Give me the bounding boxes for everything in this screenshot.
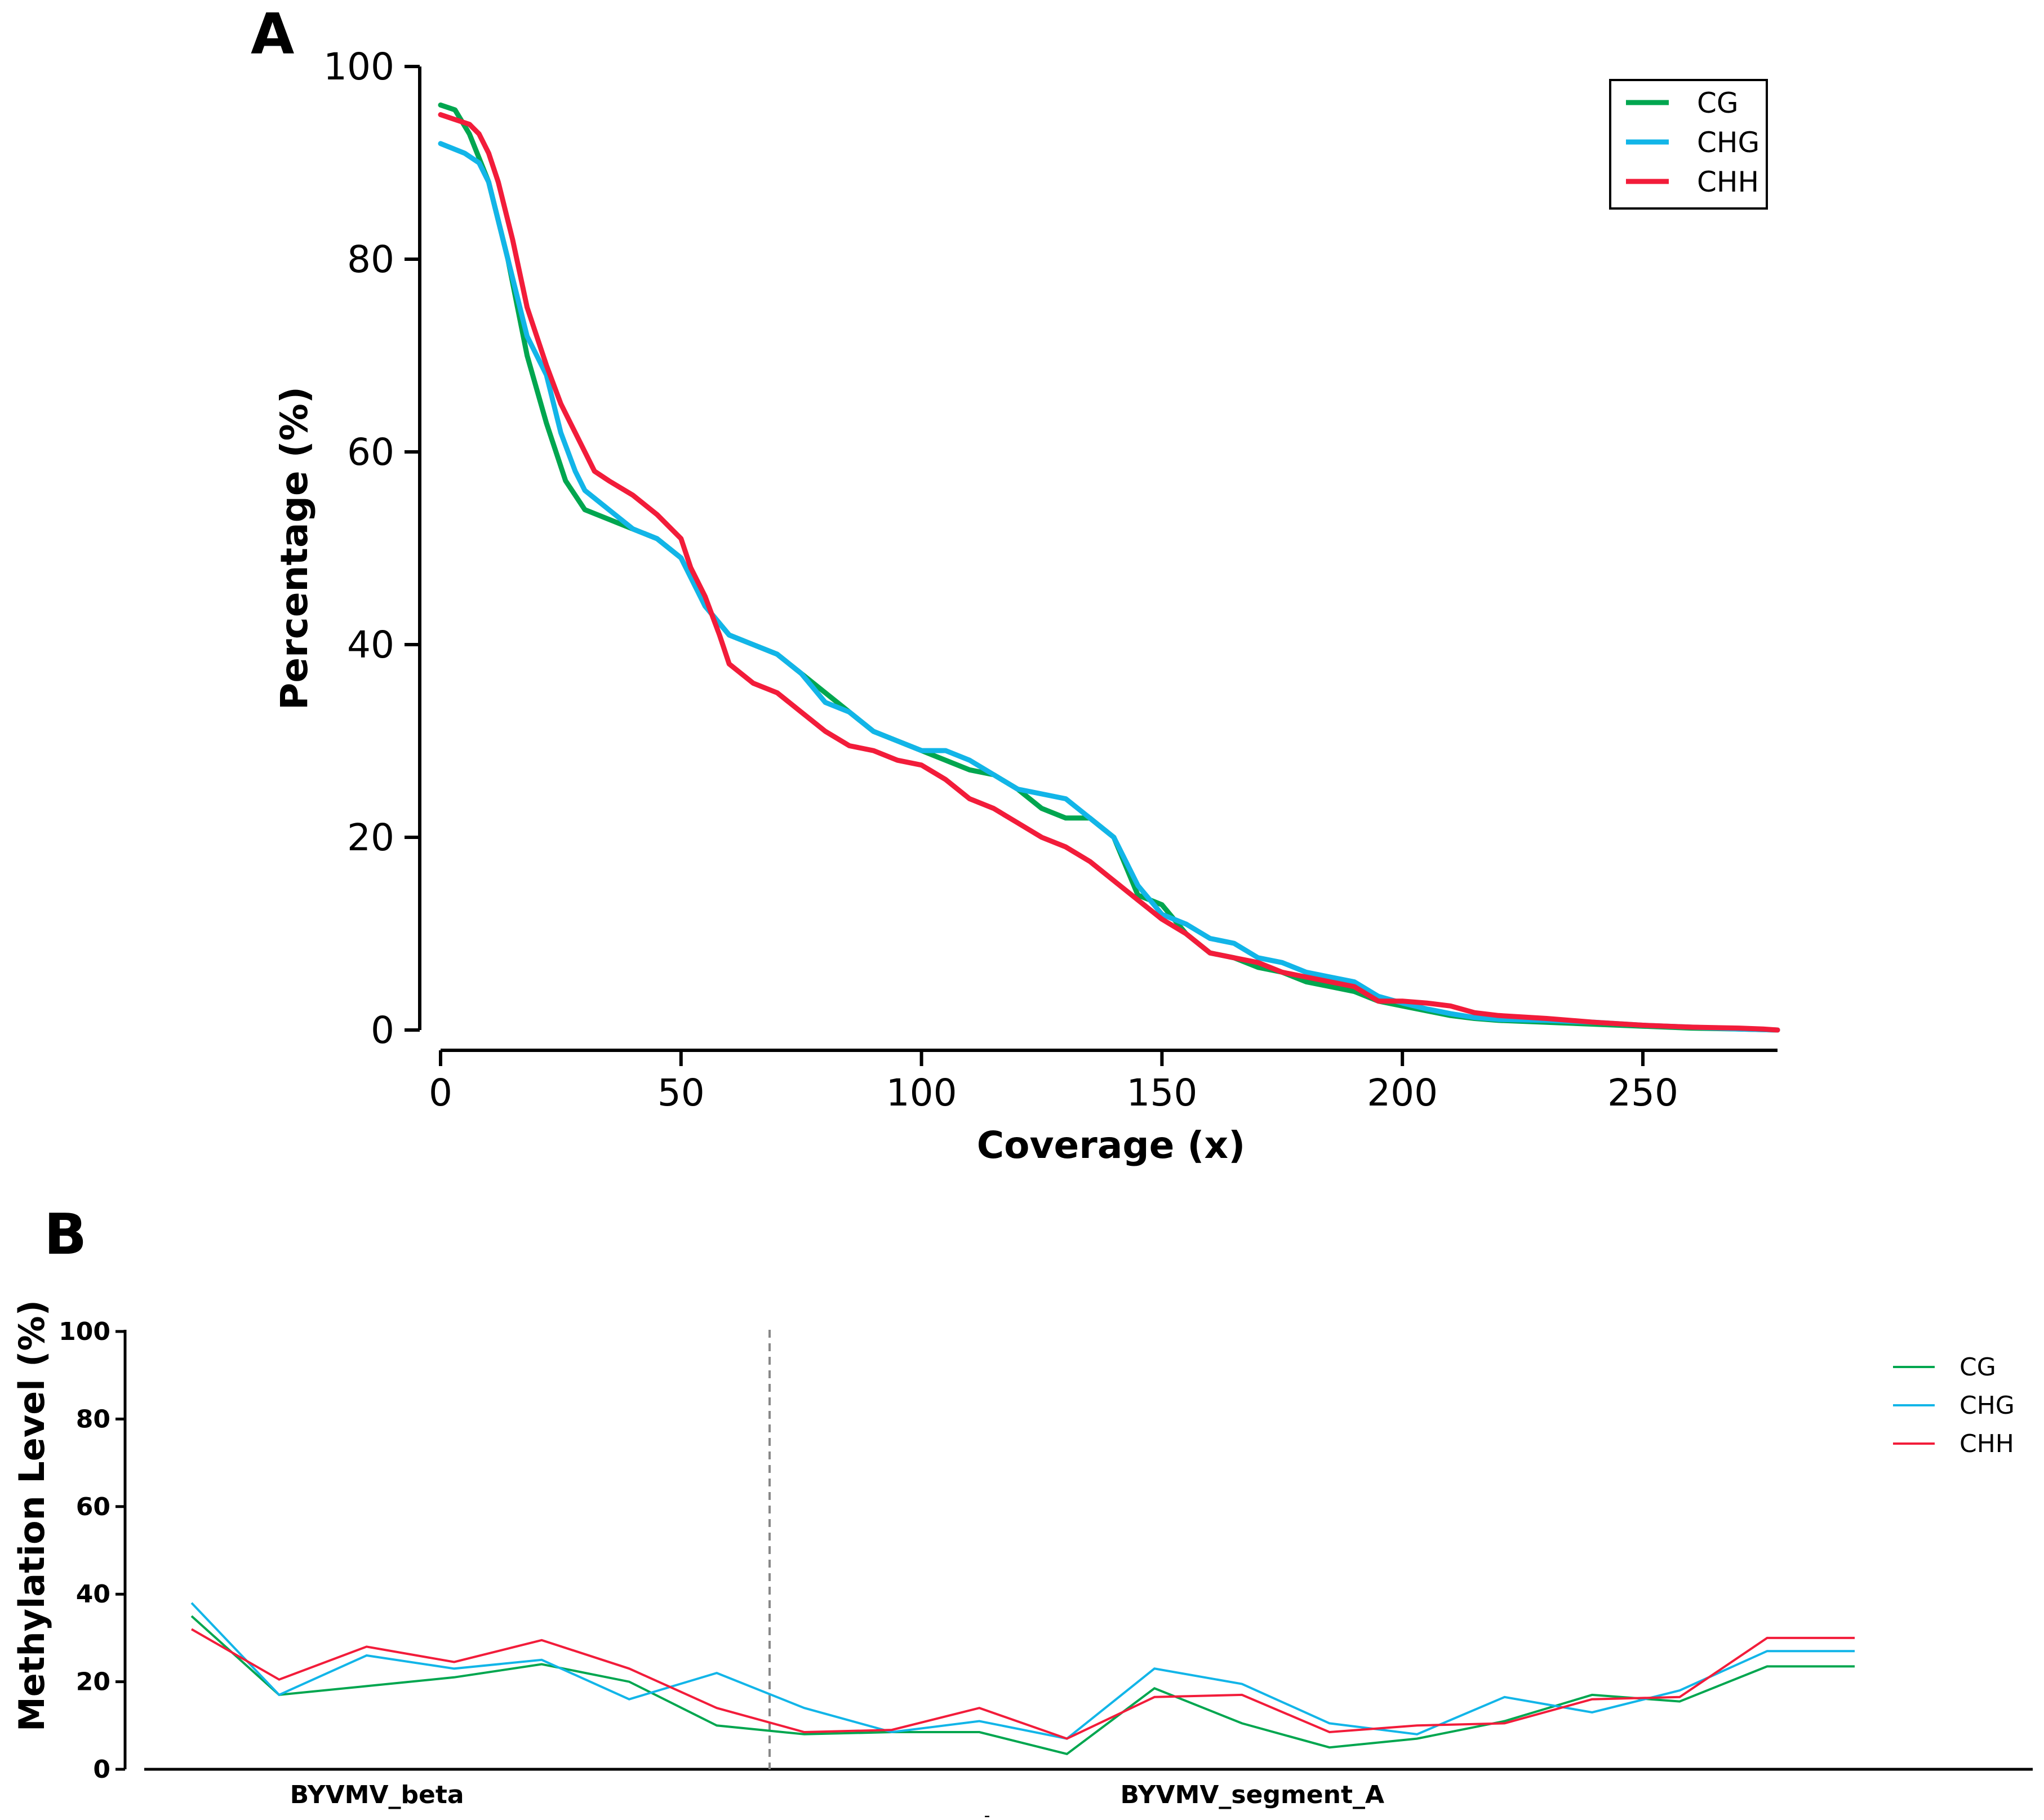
x-tick-label-a-100: 100 bbox=[886, 1071, 957, 1115]
y-tick-label-b-0: 0 bbox=[93, 1755, 110, 1784]
x-axis-label-b: - bbox=[984, 1806, 990, 1820]
y-tick-label-b-60: 60 bbox=[76, 1493, 110, 1521]
series-line-a-chg bbox=[438, 141, 1780, 1033]
legend-label-cg-b: CG bbox=[1959, 1353, 1996, 1382]
legend-label-chh-b: CHH bbox=[1959, 1430, 2014, 1458]
y-tick-label-b-100: 100 bbox=[59, 1317, 110, 1346]
y-tick-label-a-20: 20 bbox=[347, 816, 394, 859]
legend-label-chg: CHG bbox=[1697, 126, 1759, 159]
y-tick-label-b-80: 80 bbox=[76, 1405, 110, 1433]
y-tick-label-a-40: 40 bbox=[347, 623, 394, 667]
y-tick-label-b-20: 20 bbox=[76, 1668, 110, 1697]
y-tick-label-a-80: 80 bbox=[347, 238, 394, 281]
series-line-a-chh bbox=[438, 112, 1780, 1033]
panel-label-a: A bbox=[251, 1, 294, 67]
x-tick-label-a-50: 50 bbox=[657, 1071, 705, 1115]
category-label-0: BYVMV_beta bbox=[290, 1781, 464, 1809]
y-axis-label-a: Percentage (%) bbox=[273, 387, 316, 710]
y-tick-label-b-40: 40 bbox=[76, 1580, 110, 1609]
x-tick-label-a-150: 150 bbox=[1126, 1071, 1197, 1115]
series-line-b-chg bbox=[190, 1602, 1855, 1740]
series-line-b-chh bbox=[191, 1628, 1855, 1740]
x-tick-label-a-0: 0 bbox=[429, 1071, 452, 1115]
y-tick-label-a-60: 60 bbox=[347, 430, 394, 474]
legend-b: CG CHG CHH bbox=[1893, 1353, 2015, 1458]
y-tick-label-a-100: 100 bbox=[323, 45, 394, 88]
x-axis-label-a: Coverage (x) bbox=[977, 1124, 1246, 1167]
category-label-1: BYVMV_segment_A bbox=[1121, 1781, 1385, 1809]
methylation-chart: 0 20 40 60 80 100 BYVMV_beta BYVMV_segment_A -… bbox=[11, 1300, 2033, 1820]
series-line-b-cg bbox=[190, 1615, 1855, 1755]
legend-label-chg-b: CHG bbox=[1959, 1391, 2015, 1420]
y-tick-label-a-0: 0 bbox=[371, 1009, 394, 1052]
panel-label-b: B bbox=[44, 1201, 87, 1267]
legend-label-chh: CHH bbox=[1697, 166, 1759, 198]
legend-label-cg: CG bbox=[1697, 87, 1739, 119]
coverage-chart: 0 20 40 60 80 100 0 50 100 150 200 250 Coverage (x… bbox=[273, 45, 1780, 1167]
series-line-a-cg bbox=[438, 102, 1780, 1033]
x-tick-label-a-200: 200 bbox=[1367, 1071, 1438, 1115]
x-tick-label-a-250: 250 bbox=[1607, 1071, 1678, 1115]
legend-a: CG CHG CHH bbox=[1609, 79, 1768, 210]
y-axis-label-b: Methylation Level (%) bbox=[11, 1300, 52, 1732]
